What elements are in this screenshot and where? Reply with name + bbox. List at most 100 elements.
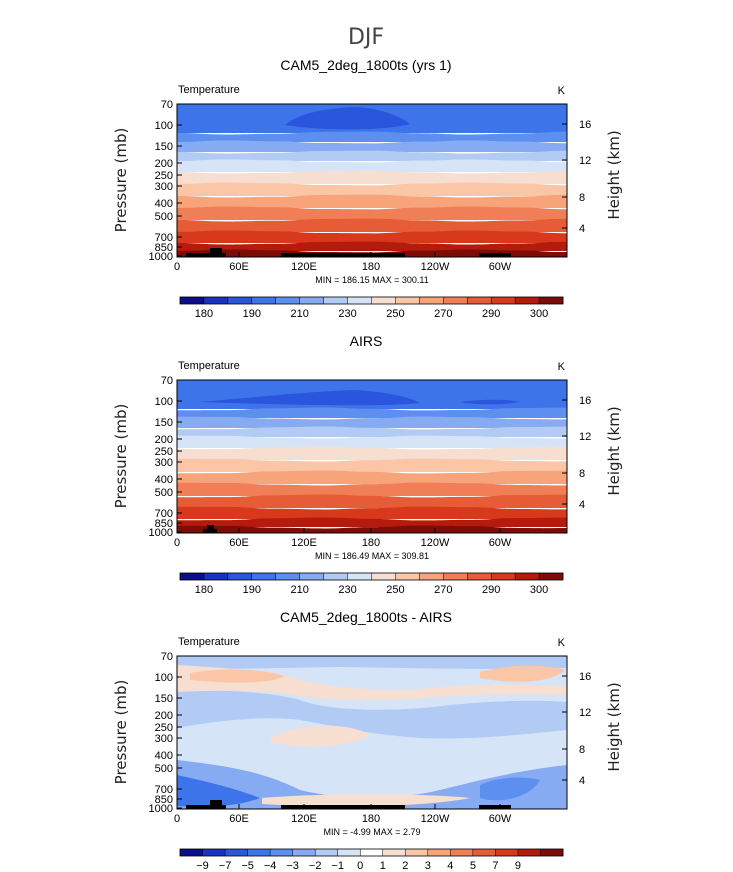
- colorbar-swatch: [395, 573, 420, 580]
- topography: [203, 529, 217, 533]
- plot-frame: [176, 103, 568, 258]
- contour-band: [177, 506, 567, 519]
- y-right-tick-label: 4: [579, 775, 585, 787]
- colorbar-label: 7: [492, 860, 498, 872]
- y-right-tick-label: 8: [579, 192, 585, 204]
- colorbar-swatch: [491, 573, 516, 580]
- colorbar-label: 210: [291, 584, 309, 596]
- colorbar-swatch: [275, 297, 300, 304]
- contour-band: [177, 159, 567, 172]
- colorbar-swatch: [247, 849, 271, 856]
- y-tick-label: 150: [155, 693, 173, 705]
- y-tick-label: 500: [155, 211, 173, 223]
- colorbar-swatch: [427, 849, 451, 856]
- y-tick-label: 850: [155, 242, 173, 254]
- colorbar-label: −4: [264, 860, 277, 872]
- colorbar-label: −7: [219, 860, 232, 872]
- y-tick-label: 300: [155, 457, 173, 469]
- colorbar-label: 9: [515, 860, 521, 872]
- units-label: K: [558, 361, 566, 373]
- contour-region: [177, 775, 260, 807]
- colorbar-swatch: [443, 573, 468, 580]
- colorbar-label: −5: [241, 860, 254, 872]
- contour-region: [480, 777, 540, 801]
- x-tick-label: 120E: [291, 813, 317, 825]
- cold-pool: [198, 390, 420, 406]
- colorbar-swatch: [395, 297, 420, 304]
- panel-title: AIRS: [350, 333, 383, 349]
- colorbar-swatch: [495, 849, 519, 856]
- y-right-tick-label: 16: [579, 671, 591, 683]
- colorbar-label: 180: [195, 308, 213, 320]
- y-right-tick-label: 8: [579, 744, 585, 756]
- colorbar-swatch: [443, 297, 468, 304]
- y-right-tick-label: 12: [579, 431, 591, 443]
- colorbar-swatch: [227, 573, 253, 580]
- colorbar-label: −9: [196, 860, 209, 872]
- units-label: K: [558, 85, 566, 97]
- colorbar-swatch: [202, 849, 226, 856]
- contour-band: [177, 470, 567, 484]
- contour-band: [177, 194, 567, 208]
- y-tick-label: 70: [161, 375, 173, 387]
- colorbar-label: 290: [482, 308, 500, 320]
- colorbar-label: 270: [434, 308, 452, 320]
- colorbar-frame: [179, 848, 564, 857]
- contour-band: [177, 494, 567, 508]
- colorbar-swatch: [251, 297, 277, 304]
- y-tick-label: 300: [155, 733, 173, 745]
- min-max-label: MIN = 186.15 MAX = 300.11: [315, 275, 428, 285]
- contour-band: [177, 230, 567, 243]
- y-tick-label: 400: [155, 750, 173, 762]
- colorbar-label: −2: [309, 860, 322, 872]
- colorbar-swatch: [180, 573, 205, 580]
- topography: [281, 253, 405, 257]
- y-axis-label: Pressure (mb): [112, 404, 130, 509]
- topography: [186, 253, 226, 257]
- y-tick-label: 1000: [149, 527, 173, 539]
- colorbar-label: 0: [357, 860, 363, 872]
- y-tick-label: 70: [161, 99, 173, 111]
- contour-band: [177, 170, 567, 184]
- colorbar-label: 190: [243, 308, 261, 320]
- y-tick-label: 1000: [149, 803, 173, 815]
- panel-title: CAM5_2deg_1800ts - AIRS: [280, 609, 452, 625]
- y-right-axis-label: Height (km): [605, 406, 623, 495]
- y-tick-label: 200: [155, 434, 173, 446]
- colorbar-label: 210: [291, 308, 309, 320]
- x-tick-label: 180: [362, 261, 380, 273]
- contour-band: [177, 140, 567, 152]
- panels: CAM5_2deg_1800ts (yrs 1)Temperature K7010…: [112, 57, 623, 872]
- x-tick-label: 0: [174, 537, 180, 549]
- colorbar-label: −1: [331, 860, 344, 872]
- panel-title: CAM5_2deg_1800ts (yrs 1): [280, 57, 451, 73]
- colorbar-swatch: [203, 573, 229, 580]
- colorbar-swatch: [419, 573, 444, 580]
- y-right-tick-label: 8: [579, 468, 585, 480]
- colorbar-swatch: [225, 849, 248, 856]
- cold-pool: [460, 399, 520, 405]
- y-tick-label: 700: [155, 232, 173, 244]
- colorbar-label: 4: [447, 860, 453, 872]
- colorbar-swatch: [539, 297, 564, 304]
- y-tick-label: 500: [155, 763, 173, 775]
- colorbar-swatch: [337, 849, 361, 856]
- contour-band: [177, 458, 567, 472]
- panel-1: CAM5_2deg_1800ts (yrs 1) Temperature K 70 10…: [112, 57, 623, 320]
- colorbar-swatch: [539, 573, 564, 580]
- x-tick-label: 120W: [421, 261, 450, 273]
- x-tick-label: 120E: [291, 537, 317, 549]
- colorbar-swatch: [347, 573, 372, 580]
- contour-region: [177, 656, 567, 669]
- colorbar-label: 250: [386, 308, 404, 320]
- colorbar-swatch: [467, 573, 492, 580]
- x-tick-label: 60E: [229, 261, 249, 273]
- contour-region: [270, 725, 370, 747]
- y-right-tick-label: 12: [579, 155, 591, 167]
- contour-field: [177, 380, 567, 533]
- contour-region: [480, 665, 565, 682]
- colorbar-label: −3: [286, 860, 299, 872]
- colorbar-swatch: [491, 297, 516, 304]
